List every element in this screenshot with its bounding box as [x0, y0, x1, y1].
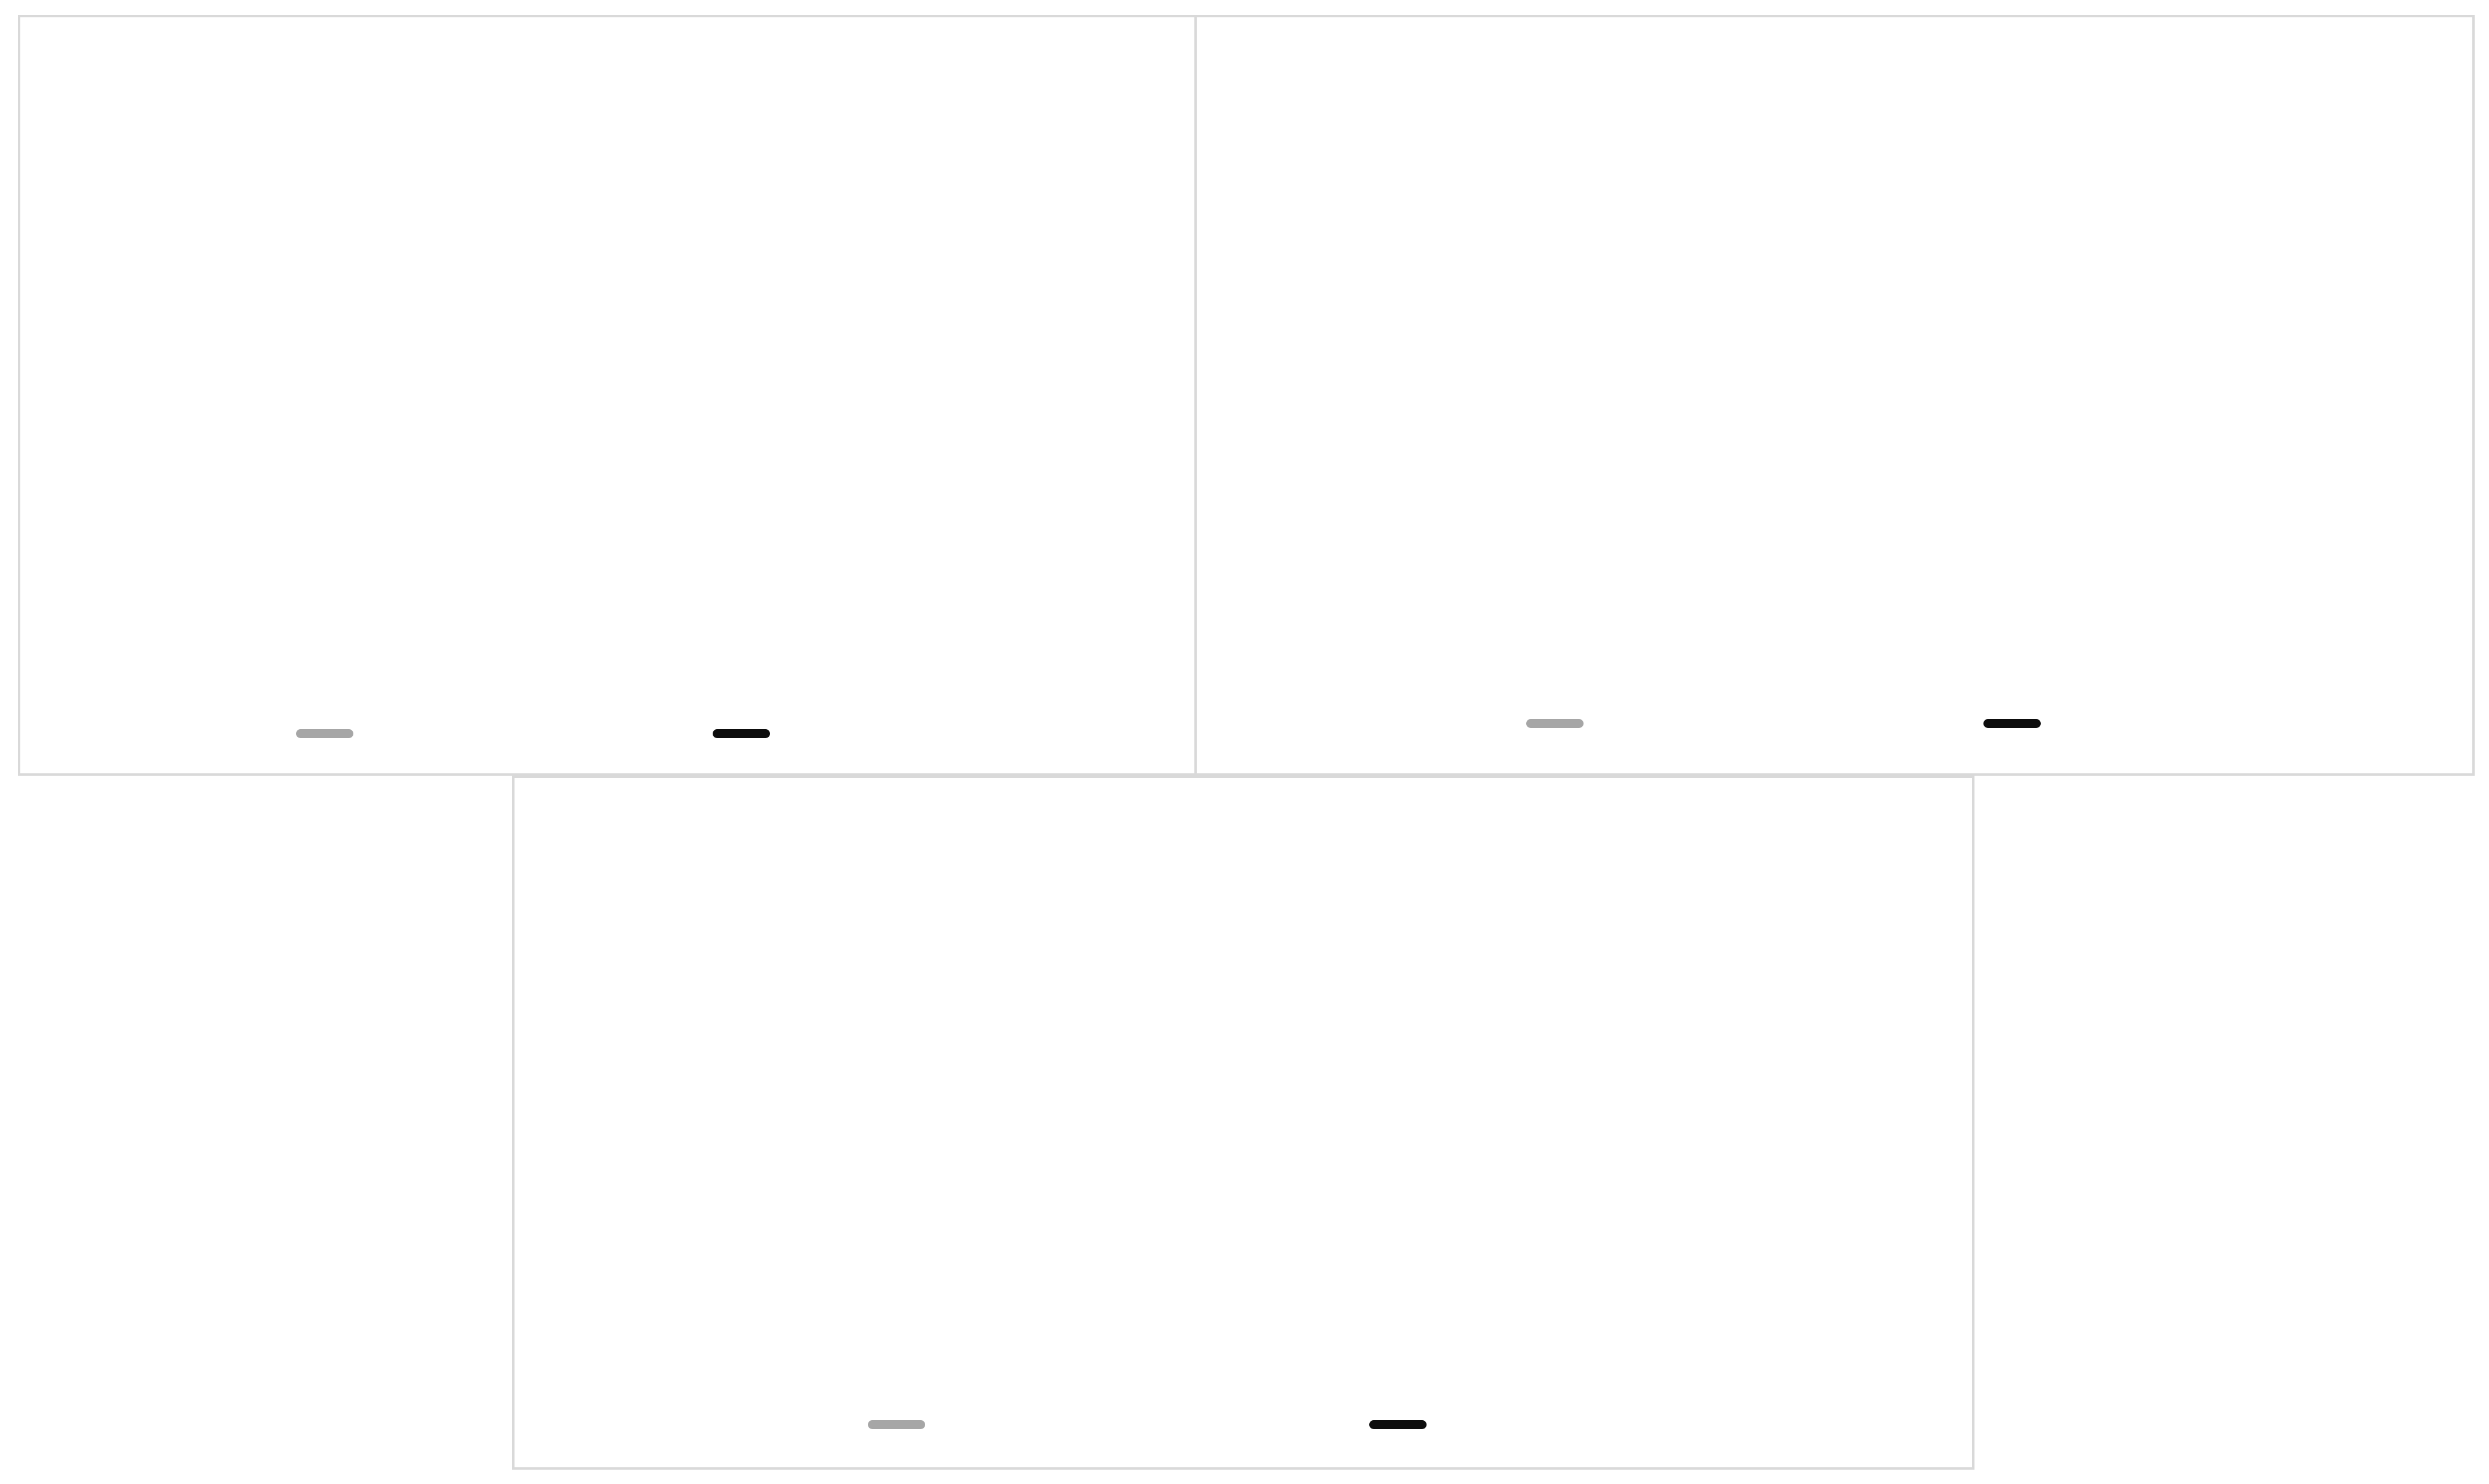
chart-c-plot-area: [716, 900, 1930, 1291]
legend-item-jelonet: [296, 712, 355, 754]
suprathel-line-swatch: [1369, 1420, 1427, 1429]
jelonet-line-swatch: [868, 1420, 925, 1429]
legend-item-suprathel: [1369, 1403, 1428, 1445]
legend-item-jelonet: [1526, 702, 1585, 744]
chart-b-plot-area: [1406, 131, 2391, 566]
legend-item-suprathel: [713, 712, 771, 754]
panel-pain-level: [18, 15, 1197, 776]
jelonet-line-swatch: [1526, 718, 1584, 728]
suprathel-line-swatch: [713, 729, 770, 738]
panel-bleeding: [512, 776, 1974, 1470]
chart-a-plot-area: [149, 98, 1151, 598]
panel-exudation: [1197, 15, 2475, 776]
chart-b-legend: [1406, 702, 2391, 744]
chart-a-legend: [149, 712, 1151, 754]
jelonet-line-swatch: [296, 729, 353, 738]
chart-c-legend: [716, 1403, 1930, 1445]
suprathel-line-swatch: [1983, 718, 2041, 728]
legend-item-jelonet: [868, 1403, 926, 1445]
legend-item-suprathel: [1983, 702, 2042, 744]
